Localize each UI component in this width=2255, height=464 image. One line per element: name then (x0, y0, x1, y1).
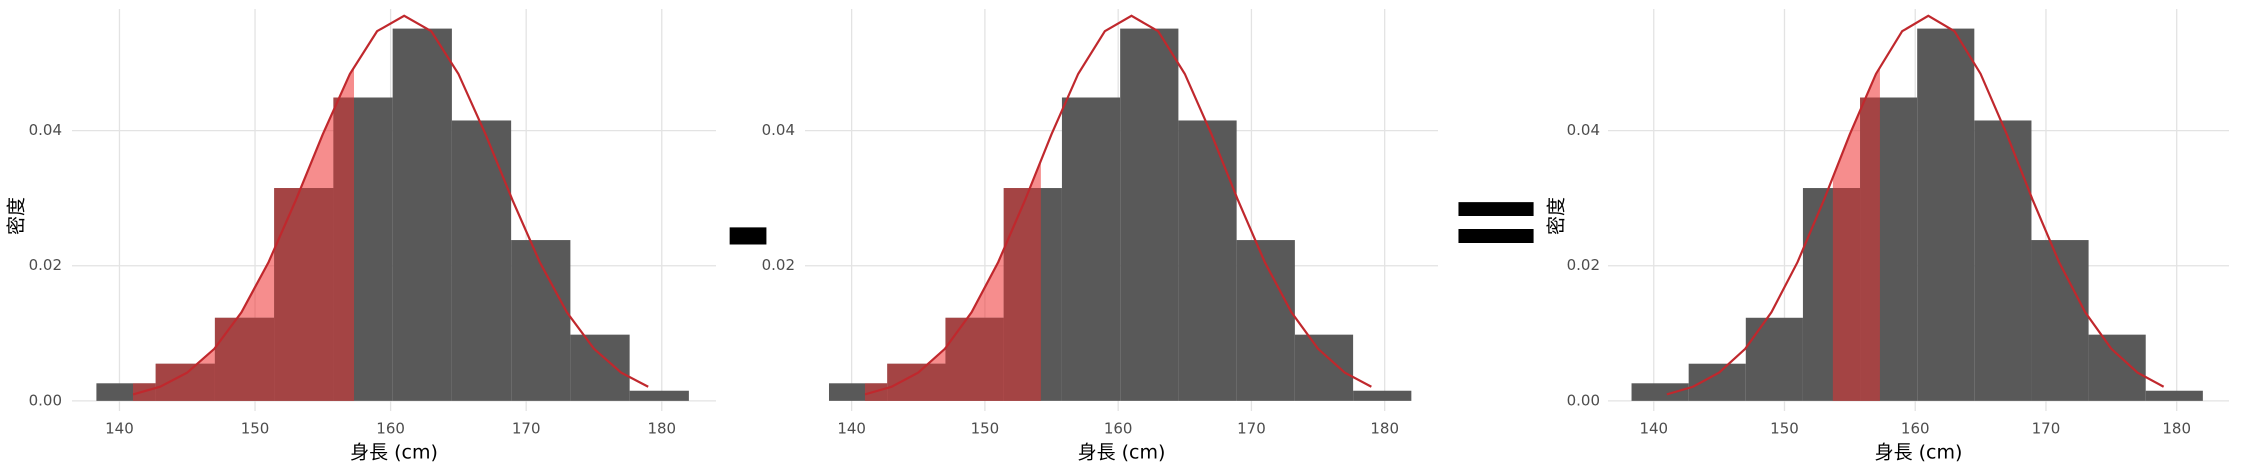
bar (2031, 240, 2089, 401)
bar (2088, 334, 2146, 401)
shaded-bar (1003, 188, 1041, 401)
density-curve (1666, 14, 2165, 396)
x-axis-title: 身長 (cm) (1078, 442, 1166, 464)
y-tick-label: 0.02 (29, 256, 62, 274)
x-tick-label: 170 (512, 420, 541, 438)
bar (1061, 97, 1121, 401)
shaded-bar (155, 363, 215, 401)
x-tick-label: 150 (971, 420, 1000, 438)
x-tick-label: 140 (1639, 420, 1668, 438)
panel: 140 150 160 170 180 0.02 0.04 身長 (cm) (762, 9, 1438, 464)
x-tick-label: 140 (105, 420, 134, 438)
y-tick-label: 0.04 (1567, 121, 1600, 139)
x-tick-label: 170 (2032, 420, 2061, 438)
shaded-bar (945, 317, 1004, 401)
panel: 140 150 160 170 180 0.00 0.02 0.04 身長 (cm) 密度 (6, 9, 716, 464)
panel: 140 150 160 170 180 0.00 0.02 0.04 身長 (cm) 密度 (1546, 9, 2229, 464)
shaded-bar (1832, 188, 1861, 401)
shaded-bar (214, 317, 275, 401)
shaded-bar (274, 188, 334, 401)
x-tick-label: 150 (1770, 420, 1799, 438)
bar (1688, 363, 1746, 401)
bar (1631, 383, 1689, 401)
minus-sign: - (723, 161, 773, 300)
bar (1917, 28, 1975, 401)
x-tick-label: 150 (241, 420, 270, 438)
y-tick-label: 0.02 (762, 256, 795, 274)
x-axis-title: 身長 (cm) (1875, 442, 1963, 464)
bar (1974, 120, 2032, 401)
x-tick-label: 180 (647, 420, 676, 438)
bar (1178, 120, 1237, 401)
bar (392, 28, 452, 401)
density-curve (864, 14, 1372, 396)
x-tick-label: 160 (376, 420, 405, 438)
y-tick-label: 0.04 (29, 121, 62, 139)
y-tick-label: 0.02 (1567, 256, 1600, 274)
bar (511, 240, 571, 401)
shaded-bar (333, 97, 355, 401)
y-tick-label: 0.00 (1567, 391, 1600, 409)
bar (451, 120, 512, 401)
density-curve (132, 14, 649, 396)
x-tick-label: 170 (1237, 420, 1266, 438)
x-axis-title: 身長 (cm) (350, 442, 438, 464)
x-tick-label: 160 (1901, 420, 1930, 438)
y-axis-title: 密度 (1546, 197, 1568, 235)
bar (1353, 390, 1412, 401)
bar (1236, 240, 1295, 401)
shaded-bar (887, 363, 946, 401)
x-tick-label: 180 (2162, 420, 2191, 438)
bar (1120, 28, 1179, 401)
bar (2145, 390, 2203, 401)
bar (1745, 317, 1803, 401)
x-tick-label: 180 (1370, 420, 1399, 438)
y-axis-title: 密度 (6, 197, 28, 235)
bar (570, 334, 630, 401)
x-tick-label: 160 (1104, 420, 1133, 438)
bar (1294, 334, 1354, 401)
bar (629, 390, 689, 401)
shaded-bar (1860, 97, 1880, 401)
equals-sign: = (1446, 151, 1547, 290)
x-tick-label: 140 (837, 420, 866, 438)
y-tick-label: 0.00 (29, 391, 62, 409)
y-tick-label: 0.04 (762, 121, 795, 139)
